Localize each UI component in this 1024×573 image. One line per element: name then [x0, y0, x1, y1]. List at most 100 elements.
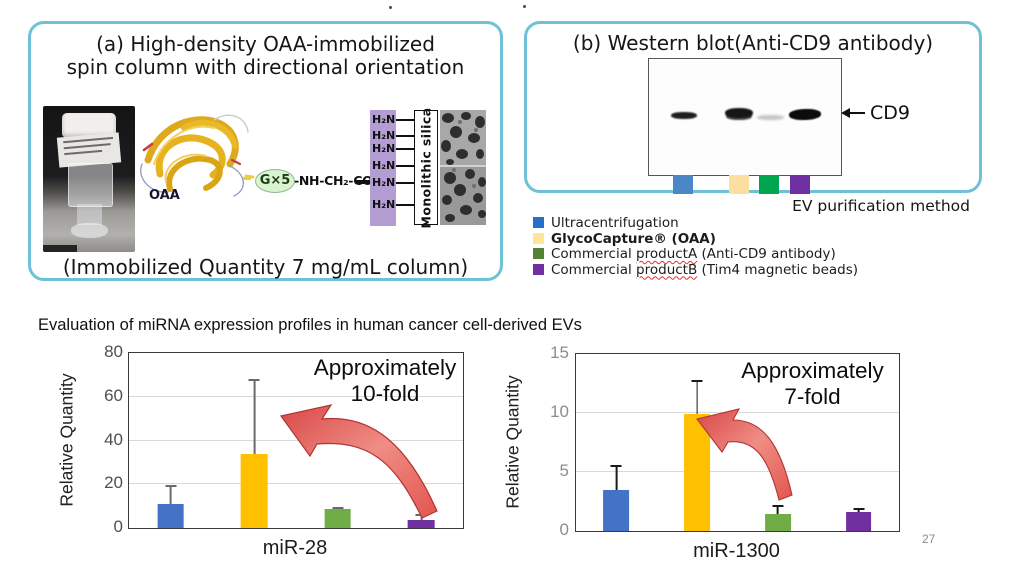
- stray-dot: [523, 5, 526, 8]
- chart-mir28: Relative Quantity 0 20 40 60 80 Approximatel…: [45, 342, 470, 572]
- legend-label: GlycoCapture® (OAA): [551, 230, 716, 247]
- error-bar-line: [253, 379, 256, 454]
- monolithic-silica-label: Monolithic silica: [418, 107, 434, 228]
- amine-label: H₂N: [372, 159, 396, 172]
- blot-band-glycocapture: [725, 108, 753, 118]
- x-axis-label: miR-1300: [693, 540, 780, 562]
- oaa-protein-structure: [140, 114, 255, 197]
- stray-dot: [389, 6, 392, 9]
- amine-label: H₂N: [372, 129, 396, 142]
- bar-commercial: [324, 509, 352, 528]
- chart-mir1300: Relative Quantity 0 5 10 15 Approximately 7…: [495, 343, 920, 573]
- legend-item-productB: Commercial productB (Tim4 magnetic beads…: [524, 261, 964, 278]
- y-tick-label: 60: [104, 385, 123, 405]
- fold-annotation: Approximately 7-fold: [741, 358, 884, 409]
- legend-label-misspelled: productA: [636, 246, 698, 262]
- legend-label: (Anti-CD9 antibody): [697, 246, 836, 262]
- linker-bond-line: [356, 180, 371, 184]
- y-axis-label: Relative Quantity: [56, 373, 77, 507]
- error-bar-cap: [853, 508, 865, 510]
- y-tick-label: 10: [550, 402, 569, 422]
- error-bar-line: [857, 508, 860, 513]
- bar-commercial: [764, 514, 791, 531]
- panel-a-caption: (Immobilized Quantity 7 mg/mL column): [62, 255, 469, 279]
- bar-ultracentrifugation: [603, 489, 630, 531]
- page-number: 27: [922, 532, 936, 546]
- cd9-arrow-icon: [841, 108, 850, 118]
- cd9-band-label: CD9: [870, 102, 910, 124]
- bar-glycocapture®: [240, 453, 268, 528]
- amine-bond-line: [396, 148, 414, 150]
- y-tick-label: 0: [113, 517, 123, 536]
- y-tick-label: 40: [104, 429, 123, 449]
- y-tick-label: 15: [550, 343, 569, 362]
- legend-label: Ultracentrifugation: [551, 215, 679, 231]
- panel-a-title-line2: spin column with directional orientation: [66, 55, 465, 79]
- error-bar-line: [169, 485, 172, 504]
- gridline: [129, 483, 463, 485]
- error-bar: [610, 464, 622, 490]
- spin-column-tube: [68, 163, 113, 207]
- error-bar-cap: [332, 507, 344, 510]
- method-square-green: [759, 175, 779, 194]
- legend-chip-purple: [533, 263, 544, 275]
- sem-image: [440, 110, 486, 225]
- method-square-purple: [790, 175, 810, 194]
- spin-column-photo: [43, 106, 135, 252]
- amine-bond-line: [396, 204, 414, 206]
- y-axis-ticks: 0 20 40 60 80: [85, 342, 123, 536]
- panel-a-spin-column: (a) High-density OAA-immobilized spin co…: [28, 21, 503, 281]
- legend-label-misspelled: productB: [636, 261, 698, 278]
- amine-label: H₂N: [372, 142, 396, 155]
- error-bar-cap: [248, 379, 260, 382]
- legend-chip-blue: [533, 217, 544, 228]
- photo-shadow: [43, 245, 77, 252]
- legend-chip-green: [533, 248, 544, 259]
- legend-chip-yellow: [533, 232, 544, 244]
- fold-annotation: Approximately 10-fold: [313, 355, 457, 406]
- amine-label: H₂N: [372, 198, 396, 211]
- y-tick-label: 20: [104, 473, 123, 493]
- oaa-protein-label: OAA: [149, 188, 180, 203]
- ev-purification-caption: EV purification method: [792, 197, 970, 215]
- legend-label: Commercial: [551, 261, 637, 278]
- section-title: Evaluation of miRNA expression profiles …: [38, 316, 582, 334]
- error-bar: [853, 508, 865, 513]
- legend-item-ultracentrifugation: Ultracentrifugation: [524, 216, 964, 231]
- gridline: [129, 395, 463, 397]
- x-axis-label: miR-28: [262, 537, 328, 559]
- method-square-yellow: [729, 175, 749, 194]
- cd9-arrow-line: [848, 112, 865, 115]
- panel-b-title: (b) Western blot(Anti-CD9 antibody): [572, 31, 934, 55]
- error-bar-cap: [772, 505, 784, 507]
- bar-ultracentrifugation: [157, 503, 185, 528]
- error-bar-line: [776, 505, 779, 515]
- error-bar-cap: [610, 464, 622, 467]
- error-bar-cap: [165, 485, 177, 488]
- error-bar: [165, 485, 177, 504]
- amine-bond-line: [396, 135, 414, 137]
- linker-chain-text: -NH-CH₂-CO: [294, 173, 373, 188]
- error-bar: [772, 505, 784, 515]
- red-arrow-icon: [696, 408, 793, 501]
- blot-band-ultracentrifugation: [671, 112, 697, 119]
- red-arrow-icon: [279, 404, 438, 519]
- amine-bond-line: [396, 119, 414, 121]
- legend-label: Commercial: [551, 246, 637, 262]
- amine-layer-bar: [370, 110, 396, 226]
- legend-label: (Tim4 magnetic beads): [697, 261, 859, 278]
- plot-area: [128, 352, 464, 529]
- gridline: [576, 471, 899, 472]
- error-bar-cap: [691, 379, 703, 382]
- bar-commercial: [845, 512, 872, 531]
- linker-dash: [243, 177, 251, 180]
- blot-band-productB: [788, 108, 822, 121]
- y-tick-label: 5: [559, 461, 569, 481]
- gridline: [129, 439, 463, 441]
- error-bar-line: [696, 379, 699, 415]
- panel-a-title-line1: (a) High-density OAA-immobilized: [96, 32, 435, 56]
- bar-commercial: [407, 520, 435, 528]
- purification-method-legend: Ultracentrifugation GlycoCapture® (OAA) …: [524, 216, 964, 278]
- error-bar-line: [615, 464, 618, 490]
